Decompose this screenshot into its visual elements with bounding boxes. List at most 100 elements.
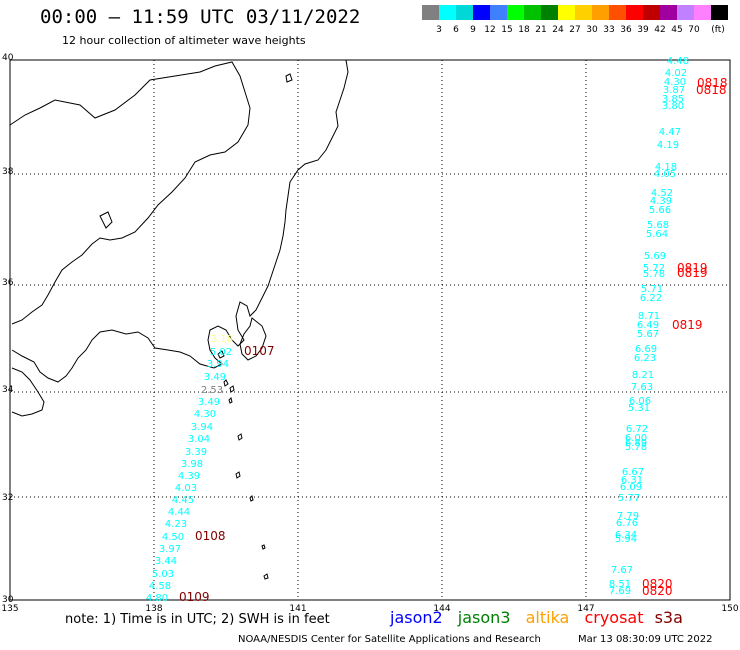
colorbar-swatch <box>507 5 524 20</box>
wave-height: 3.98 <box>181 459 203 470</box>
wave-height: 7.63 <box>631 382 653 393</box>
wave-height: 4.19 <box>657 140 679 151</box>
time-label: 0820 <box>642 584 673 598</box>
wave-height: 4.05 <box>654 169 676 180</box>
colorbar-label: 39 <box>637 25 649 35</box>
legend-jason2: jason2 <box>390 608 443 627</box>
lat-label: 32 <box>2 493 13 503</box>
gray-wave-height: 2.53 <box>201 385 223 396</box>
colorbar-label: 36 <box>620 25 632 35</box>
satellite-legend: jason2 jason3 altika cryosat s3a <box>390 608 693 627</box>
colorbar-label: 24 <box>552 25 564 35</box>
colorbar-swatch <box>422 5 439 20</box>
graticule <box>10 60 730 600</box>
lon-label: 150 <box>721 604 738 614</box>
colorbar-label: 9 <box>470 25 476 35</box>
wave-height: 5.67 <box>637 329 659 340</box>
wave-height: 6.09 <box>620 482 642 493</box>
colorbar-swatch <box>609 5 626 20</box>
colorbar-swatch <box>473 5 490 20</box>
wave-height: 3.87 <box>663 85 685 96</box>
wave-height: 6.76 <box>616 518 638 529</box>
time-label: 0819 <box>677 261 708 275</box>
wave-height: 4.18 <box>655 162 677 173</box>
lat-label: 40 <box>2 53 14 63</box>
wave-height: 6.89 <box>625 438 647 449</box>
colorbar-swatch <box>677 5 694 20</box>
time-label: 0108 <box>195 529 226 543</box>
colorbar-label: 21 <box>535 25 547 35</box>
wave-height: 3.80 <box>662 101 684 112</box>
lon-label: 144 <box>433 604 450 614</box>
colorbar-swatch <box>575 5 592 20</box>
time-label: 0109 <box>179 590 210 604</box>
lon-label: 135 <box>1 604 18 614</box>
wave-height: 5.68 <box>647 220 669 231</box>
colorbar-label: 30 <box>586 25 598 35</box>
wave-height: 3.39 <box>185 447 207 458</box>
altika-wave-height: 3.18 <box>211 334 233 345</box>
wave-height: 5.94 <box>615 534 637 545</box>
wave-height: 4.02 <box>665 68 687 79</box>
wave-height: 4.50 <box>162 532 184 543</box>
time-label: 0107 <box>244 344 275 358</box>
wave-height: 4.45 <box>172 495 194 506</box>
time-label: 0819 <box>672 318 703 332</box>
wave-height: 3.97 <box>159 544 181 555</box>
wave-height: 3.49 <box>198 397 220 408</box>
colorbar-label: 45 <box>671 25 683 35</box>
wave-height: 8.21 <box>632 370 654 381</box>
wave-height: 4.39 <box>178 471 200 482</box>
wave-height: 4.80 <box>146 593 168 604</box>
wave-height: 3.94 <box>191 422 213 433</box>
wave-height: 5.03 <box>152 569 174 580</box>
wave-height: 4.44 <box>168 507 190 518</box>
note-text: note: 1) Time is in UTC; 2) SWH is in fe… <box>65 612 330 627</box>
wave-height: 5.64 <box>646 229 668 240</box>
colorbar-swatch <box>524 5 541 20</box>
wave-height: 6.31 <box>621 475 643 486</box>
wave-height: 6.22 <box>640 293 662 304</box>
legend-s3a: s3a <box>654 608 683 627</box>
wave-height: 3.44 <box>155 556 177 567</box>
footer-credit: NOAA/NESDIS Center for Satellite Applica… <box>238 634 541 645</box>
wave-height: 4.30 <box>664 77 686 88</box>
lat-label: 36 <box>2 278 14 288</box>
wave-height: 5.72 <box>643 263 665 274</box>
time-label: 0820 <box>642 577 673 591</box>
colorbar-label: 70 <box>688 25 700 35</box>
colorbar-swatch <box>456 5 473 20</box>
wave-height: 3.49 <box>204 372 226 383</box>
colorbar-swatch <box>592 5 609 20</box>
wave-height: 6.69 <box>635 344 657 355</box>
wave-height: 5.31 <box>628 403 650 414</box>
footer-date: Mar 13 08:30:09 UTC 2022 <box>578 634 713 645</box>
map-frame <box>9 59 731 601</box>
colorbar-label: 42 <box>654 25 666 35</box>
lon-label: 138 <box>145 604 162 614</box>
colorbar-swatch <box>711 5 728 20</box>
wave-height: 5.78 <box>643 269 665 280</box>
wave-height: 4.47 <box>659 127 681 138</box>
wave-height: 4.39 <box>650 196 672 207</box>
time-label: 0818 <box>696 83 727 97</box>
west-time-labels: 0107 0108 0109 <box>179 344 275 604</box>
wave-height: 6.67 <box>622 467 644 478</box>
wave-height: 6.34 <box>615 530 637 541</box>
wave-height: 8.51 <box>609 579 631 590</box>
colorbar-label: 15 <box>501 25 513 35</box>
page-subtitle: 12 hour collection of altimeter wave hei… <box>62 34 306 47</box>
colorbar-swatch <box>439 5 456 20</box>
legend-cryosat: cryosat <box>584 608 644 627</box>
colorbar-swatch <box>660 5 677 20</box>
wave-height: 5.66 <box>649 205 671 216</box>
wave-height: 4.30 <box>194 409 216 420</box>
wave-height: 4.48 <box>667 56 689 67</box>
wave-height: 3.04 <box>188 434 210 445</box>
wave-height: 6.00 <box>625 433 647 444</box>
west-track-labels: 3.18 5.02 3.94 3.49 2.53 3.49 4.30 3.94 … <box>146 334 233 604</box>
wave-height: 5.71 <box>641 284 663 295</box>
wave-height: 5.78 <box>625 442 647 453</box>
wave-height: 8.71 <box>638 311 660 322</box>
